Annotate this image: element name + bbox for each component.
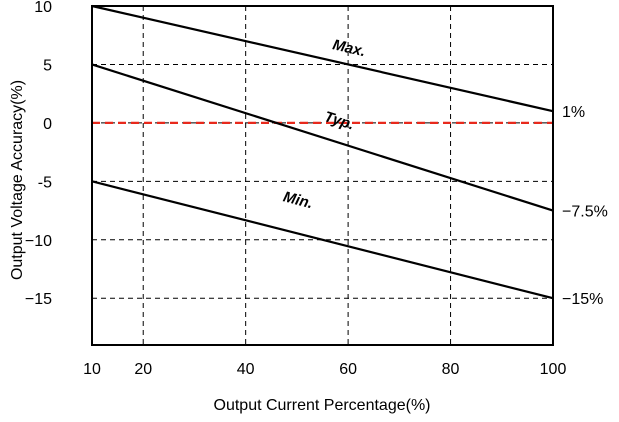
x-tick-label: 40 <box>237 361 255 378</box>
x-tick-labels: 10 20 40 60 80 100 <box>83 361 566 378</box>
grid-lines <box>92 6 553 345</box>
y-tick-label: -5 <box>38 174 52 191</box>
x-tick-label: 20 <box>134 361 152 378</box>
y-tick-labels: 10 5 0 -5 −10 −15 <box>25 0 52 308</box>
y-tick-label: 5 <box>43 57 52 74</box>
x-tick-label: 100 <box>540 361 567 378</box>
x-tick-label: 60 <box>339 361 357 378</box>
plot-frame <box>91 5 554 346</box>
y-tick-label: −15 <box>25 291 52 308</box>
right-annotation: −7.5% <box>562 204 608 221</box>
y-axis-title: Output Voltage Accuracy(%) <box>9 80 26 280</box>
x-tick-label: 80 <box>442 361 460 378</box>
series-label-min: Min. <box>281 188 314 212</box>
right-annotations: 1% −7.5% −15% <box>562 104 608 308</box>
right-annotation: 1% <box>562 104 585 121</box>
series-labels: Max. Typ. Min. <box>281 36 367 212</box>
series-line-min <box>91 180 554 300</box>
series-label-typ: Typ. <box>322 108 356 133</box>
y-tick-label: 0 <box>43 116 52 133</box>
series-lines <box>91 4 554 300</box>
x-tick-label: 10 <box>83 361 101 378</box>
series-label-max: Max. <box>331 36 367 60</box>
right-annotation: −15% <box>562 291 603 308</box>
series-line-max <box>91 4 554 113</box>
y-tick-label: −10 <box>25 233 52 250</box>
y-tick-label: 10 <box>34 0 52 16</box>
series-line-typ <box>91 63 554 212</box>
x-axis-title: Output Current Percentage(%) <box>214 397 431 414</box>
